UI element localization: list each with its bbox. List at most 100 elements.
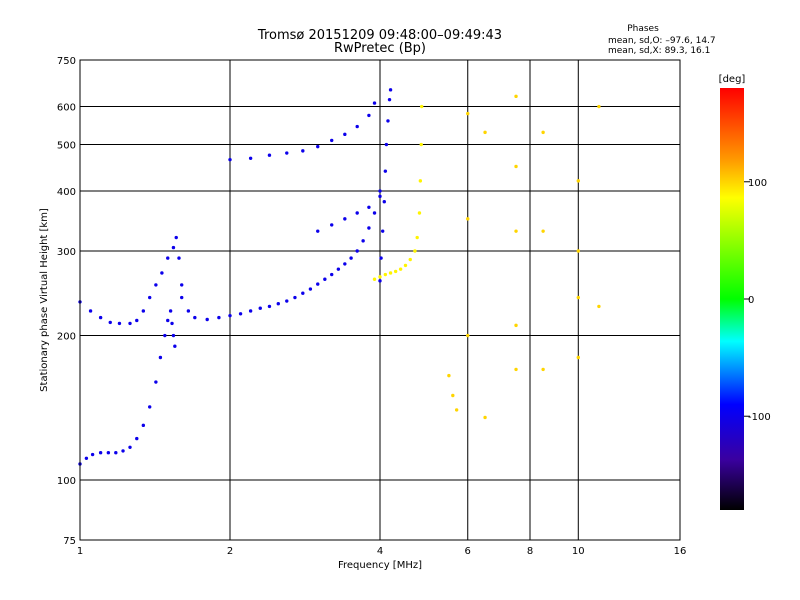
x-tick-label: 4 — [377, 546, 383, 557]
x-tick-label: 2 — [227, 546, 233, 557]
y-tick-label: 750 — [57, 56, 76, 67]
data-point — [166, 318, 170, 323]
data-point — [541, 367, 545, 372]
data-point — [419, 142, 423, 147]
data-point — [301, 291, 305, 295]
y-tick-label: 100 — [57, 476, 76, 487]
y-tick-label: 400 — [57, 187, 76, 198]
data-point — [597, 304, 601, 309]
data-points — [78, 88, 601, 466]
data-point — [454, 408, 459, 412]
colorbar — [720, 88, 744, 510]
data-point — [379, 256, 383, 260]
data-point — [98, 451, 103, 455]
data-point — [285, 299, 289, 303]
data-point — [228, 313, 232, 318]
y-tick-labels: 75 100 200 300 400 500 600 750 — [57, 56, 76, 547]
data-point — [173, 344, 177, 348]
data-point — [154, 283, 158, 287]
data-point — [128, 445, 132, 450]
colorbar-tick-label: 100 — [748, 178, 767, 189]
data-point — [408, 257, 412, 262]
data-point — [514, 164, 518, 169]
data-point — [466, 217, 470, 221]
data-point — [576, 295, 580, 300]
data-point — [108, 320, 112, 325]
data-point — [378, 194, 382, 199]
data-point — [330, 138, 334, 143]
data-point — [323, 277, 327, 281]
data-point — [398, 267, 403, 271]
y-tick-label: 500 — [57, 141, 76, 152]
data-point — [355, 211, 359, 215]
phases-title: Phases — [627, 24, 659, 34]
x-tick-label: 10 — [572, 546, 585, 557]
data-point — [293, 295, 297, 300]
chart-title: Tromsø 20151209 09:48:00–09:49:43 — [257, 28, 502, 43]
data-point — [378, 275, 382, 279]
data-point — [378, 279, 382, 283]
data-point — [141, 309, 146, 313]
x-axis-label: Frequency [MHz] — [338, 560, 422, 571]
data-point — [135, 436, 139, 441]
data-point — [141, 423, 146, 428]
data-point — [168, 309, 173, 313]
data-point — [160, 271, 164, 275]
data-point — [154, 380, 158, 384]
colorbar-tick-label: -100 — [748, 412, 771, 423]
data-point — [128, 321, 132, 326]
data-point — [514, 229, 518, 233]
data-point — [180, 283, 184, 287]
x-tick-label: 6 — [465, 546, 471, 557]
data-point — [386, 119, 390, 123]
data-point — [413, 249, 417, 253]
data-point — [114, 451, 118, 455]
data-point — [180, 295, 184, 300]
data-point — [228, 157, 232, 162]
data-point — [186, 309, 191, 313]
data-point — [541, 130, 545, 135]
data-point — [383, 169, 388, 173]
data-point — [361, 239, 365, 243]
data-point — [383, 272, 388, 277]
data-point — [343, 217, 347, 221]
data-point — [276, 301, 280, 306]
data-point — [403, 263, 408, 268]
data-point — [597, 104, 601, 109]
data-point — [285, 151, 289, 155]
data-point — [316, 282, 320, 286]
data-point — [205, 317, 209, 322]
data-point — [417, 211, 422, 215]
data-point — [248, 309, 253, 313]
data-point — [419, 104, 424, 109]
data-point — [90, 452, 95, 457]
data-point — [576, 179, 580, 183]
data-point — [148, 405, 152, 409]
x-tick-label: 1 — [77, 546, 83, 557]
data-point — [388, 88, 393, 92]
y-axis-label: Stationary phase Virtual Height [km] — [39, 208, 50, 392]
data-point — [355, 124, 359, 129]
data-point — [514, 367, 518, 372]
data-point — [378, 189, 382, 193]
y-tick-label: 75 — [63, 536, 76, 547]
data-point — [171, 333, 176, 338]
data-point — [372, 101, 377, 105]
data-point — [301, 149, 305, 153]
data-point — [514, 94, 518, 99]
data-point — [308, 287, 313, 291]
data-point — [170, 321, 174, 326]
data-point — [217, 315, 221, 320]
data-point — [106, 451, 111, 455]
data-point — [447, 373, 451, 378]
data-point — [372, 211, 377, 215]
data-point — [163, 333, 167, 338]
chart-subtitle: RwPretec (Bp) — [334, 41, 426, 56]
data-point — [158, 355, 163, 360]
data-point — [367, 226, 371, 230]
data-point — [135, 318, 139, 323]
data-point — [267, 304, 272, 309]
colorbar-tick-label: 0 — [748, 295, 754, 306]
data-point — [117, 321, 122, 326]
